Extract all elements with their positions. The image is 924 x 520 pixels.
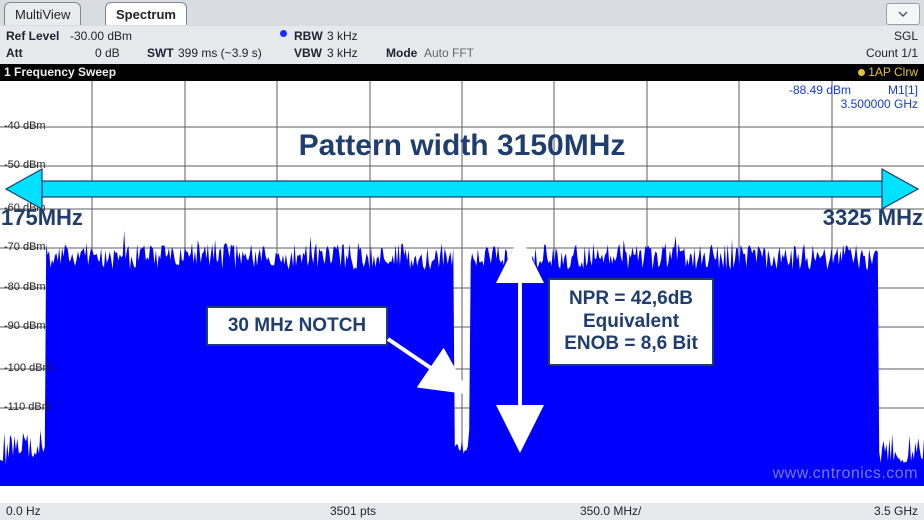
annotation-npr-l1: NPR = 42,6dB xyxy=(569,288,693,311)
y-axis-label: -80 dBm xyxy=(4,281,46,293)
swt-label: SWT xyxy=(147,46,174,60)
annotation-npr-box: NPR = 42,6dB Equivalent ENOB = 8,6 Bit xyxy=(548,278,714,366)
mode-label: Mode xyxy=(386,46,417,60)
annotation-freq-left: 175MHz xyxy=(1,205,83,231)
y-axis-label: -100 dBm xyxy=(4,362,52,374)
ref-level-value: -30.00 dBm xyxy=(70,29,132,43)
trace-mode: 1AP Clrw xyxy=(858,65,918,79)
footer-pts: 3501 pts xyxy=(330,504,376,518)
y-axis-label: -70 dBm xyxy=(4,241,46,253)
y-axis-label: -110 dBm xyxy=(4,401,51,413)
vbw-label: VBW xyxy=(294,46,322,60)
vbw-value: 3 kHz xyxy=(327,46,358,60)
spectrum-plot[interactable]: -40 dBm-50 dBm-60 dBm-70 dBm-80 dBm-90 d… xyxy=(0,81,924,503)
rbw-value: 3 kHz xyxy=(327,29,358,43)
tab-multiview[interactable]: MultiView xyxy=(4,2,81,25)
sgl-label: SGL xyxy=(894,29,918,43)
mode-value: Auto FFT xyxy=(424,46,474,60)
footer-stop-freq: 3.5 GHz xyxy=(874,504,918,518)
trace-title-row: 1 Frequency Sweep 1AP Clrw xyxy=(0,64,924,81)
annotation-npr-l2: Equivalent xyxy=(583,311,679,334)
footer-hz-div: 350.0 MHz/ xyxy=(580,504,641,518)
watermark: www.cntronics.com xyxy=(773,465,918,483)
att-value: 0 dB xyxy=(95,46,120,60)
spectrum-analyzer-screen: MultiView Spectrum Ref Level -30.00 dBm … xyxy=(0,0,924,520)
trace-title: 1 Frequency Sweep xyxy=(4,65,116,79)
settings-menu-button[interactable] xyxy=(886,3,920,25)
annotation-title: Pattern width 3150MHz xyxy=(0,129,924,163)
marker-freq: 3.500000 GHz xyxy=(841,97,918,111)
chevron-down-icon xyxy=(898,9,908,19)
count-label: Count 1/1 xyxy=(866,46,918,60)
rbw-label: RBW xyxy=(294,29,323,43)
annotation-freq-right: 3325 MHz xyxy=(823,205,923,231)
marker-id: M1[1] xyxy=(888,83,918,97)
annotation-notch-box: 30 MHz NOTCH xyxy=(206,306,388,346)
footer-start-freq: 0.0 Hz xyxy=(6,504,41,518)
ref-level-label: Ref Level xyxy=(6,29,59,43)
footer-bar: 0.0 Hz 3501 pts 350.0 MHz/ 3.5 GHz xyxy=(0,503,924,520)
measurement-header: Ref Level -30.00 dBm Att 0 dB SWT 399 ms… xyxy=(0,26,924,64)
att-label: Att xyxy=(6,46,23,60)
swt-value: 399 ms (~3.9 s) xyxy=(178,46,262,60)
y-axis-label: -90 dBm xyxy=(4,320,46,332)
tab-bar: MultiView Spectrum xyxy=(0,0,924,26)
annotation-npr-l3: ENOB = 8,6 Bit xyxy=(564,333,698,356)
marker-val: -88.49 dBm xyxy=(781,83,851,97)
tab-spectrum[interactable]: Spectrum xyxy=(105,2,187,25)
